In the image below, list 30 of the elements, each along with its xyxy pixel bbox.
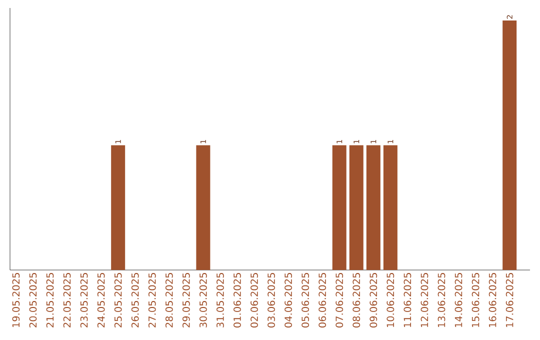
x-tick-label: 27.05.2025 [148,273,156,328]
x-tick-label: 28.05.2025 [165,273,173,328]
x-tick-label: 05.06.2025 [302,273,310,328]
x-tick-label: 01.06.2025 [234,273,241,328]
x-tick-label: 10.06.2025 [386,273,394,328]
x-tick-label: 02.06.2025 [250,273,258,328]
x-tick-label: 17.06.2025 [506,273,514,328]
x-tick-label: 16.06.2025 [488,273,496,328]
x-tick-label: 24.05.2025 [97,273,105,328]
x-tick-label: 04.06.2025 [284,273,292,328]
x-tick-label: 09.06.2025 [370,273,378,328]
x-tick-label: 26.05.2025 [131,273,139,328]
x-tick-label: 13.06.2025 [438,273,446,328]
x-tick-label: 21.05.2025 [46,273,54,328]
x-tick-label: 30.05.2025 [200,273,207,328]
x-tick-label: 03.06.2025 [268,273,275,328]
x-tick-label: 14.06.2025 [454,273,462,328]
x-tick-label: 19.05.2025 [12,273,20,328]
x-tick-label: 25.05.2025 [114,273,122,328]
x-tick-label: 12.06.2025 [420,273,428,328]
x-tick-label: 29.05.2025 [182,273,190,328]
x-tick-label: 23.05.2025 [80,273,88,328]
x-tick-label: 08.06.2025 [352,273,360,328]
x-tick-label: 31.05.2025 [216,273,224,328]
x-tick-label: 22.05.2025 [63,273,71,328]
x-tick-label: 15.06.2025 [472,273,480,328]
x-tick-label: 07.06.2025 [336,273,344,328]
x-tick-label: 20.05.2025 [29,273,37,328]
x-tick-label: 06.06.2025 [318,273,326,328]
x-tick-label: 11.06.2025 [404,273,412,328]
